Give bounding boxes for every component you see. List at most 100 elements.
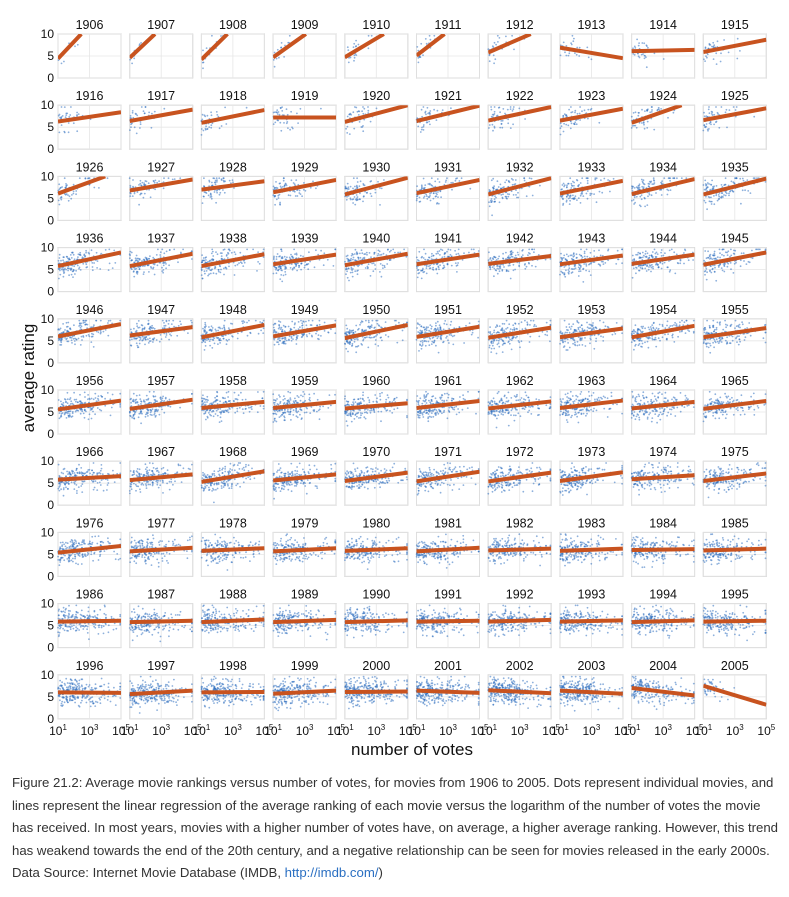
point (295, 343, 298, 345)
point (569, 194, 572, 197)
panel-1944: 1944 (631, 232, 696, 293)
point (568, 267, 571, 270)
point (358, 198, 361, 201)
point (487, 331, 490, 334)
point (249, 332, 252, 335)
point (730, 268, 732, 271)
panel-1942: 1942 (487, 232, 552, 293)
point (104, 249, 107, 251)
point (161, 266, 163, 269)
point (223, 180, 225, 183)
point (280, 248, 283, 251)
point (444, 320, 447, 322)
point (607, 326, 610, 329)
point (727, 262, 730, 265)
point (223, 191, 226, 194)
point (488, 60, 491, 63)
point (494, 269, 497, 271)
point (334, 332, 337, 335)
point (279, 106, 282, 109)
point (490, 108, 493, 111)
point (281, 328, 284, 331)
point (350, 338, 353, 341)
point (152, 256, 155, 259)
point (305, 324, 308, 327)
point (634, 47, 637, 49)
point (659, 189, 661, 191)
point (602, 321, 605, 324)
point (429, 112, 431, 114)
point (139, 192, 142, 195)
panel-title: 1928 (219, 160, 247, 174)
point (726, 265, 729, 268)
point (81, 339, 83, 341)
point (372, 262, 375, 265)
point (493, 198, 496, 201)
point (355, 194, 358, 196)
point (456, 271, 458, 273)
point (274, 203, 276, 206)
point (429, 110, 432, 112)
point (367, 47, 370, 50)
point (57, 259, 60, 262)
point (111, 267, 114, 269)
point (349, 341, 351, 344)
point (354, 203, 357, 206)
point (210, 330, 213, 333)
panel-1945: 1945 (702, 232, 767, 293)
point (449, 324, 452, 326)
point (572, 342, 574, 345)
point (565, 253, 568, 256)
point (651, 263, 653, 266)
regression-line (488, 34, 532, 55)
point (159, 251, 162, 254)
point (528, 248, 531, 251)
point (220, 258, 223, 260)
point (141, 181, 144, 184)
point (272, 194, 275, 197)
point (598, 121, 601, 124)
point (393, 319, 396, 322)
point (223, 326, 226, 329)
point (703, 111, 705, 114)
point (559, 342, 561, 345)
point (287, 325, 290, 328)
point (572, 255, 575, 258)
point (497, 186, 500, 188)
point (288, 335, 291, 338)
point (565, 114, 567, 116)
panel-title: 1940 (362, 232, 390, 246)
point (567, 194, 570, 196)
point (646, 109, 648, 112)
point (587, 117, 589, 120)
point (764, 181, 767, 183)
point (586, 321, 588, 324)
point (147, 182, 150, 185)
panel-1935: 1935 (702, 160, 767, 221)
point (173, 178, 176, 181)
point (289, 194, 292, 197)
point (147, 319, 150, 322)
point (62, 323, 64, 325)
point (348, 331, 351, 333)
point (138, 342, 141, 345)
point (655, 263, 657, 266)
point (280, 187, 283, 189)
point (161, 248, 164, 251)
point (421, 186, 423, 189)
point (641, 256, 644, 259)
point (589, 342, 591, 345)
point (82, 321, 85, 324)
point (323, 321, 326, 324)
point (301, 327, 304, 329)
point (242, 265, 245, 267)
point (73, 340, 76, 342)
point (423, 186, 426, 189)
point (65, 338, 68, 341)
point (449, 253, 452, 256)
point (705, 55, 707, 58)
point (133, 338, 136, 340)
point (129, 192, 132, 195)
point (707, 196, 710, 198)
point (214, 181, 217, 184)
